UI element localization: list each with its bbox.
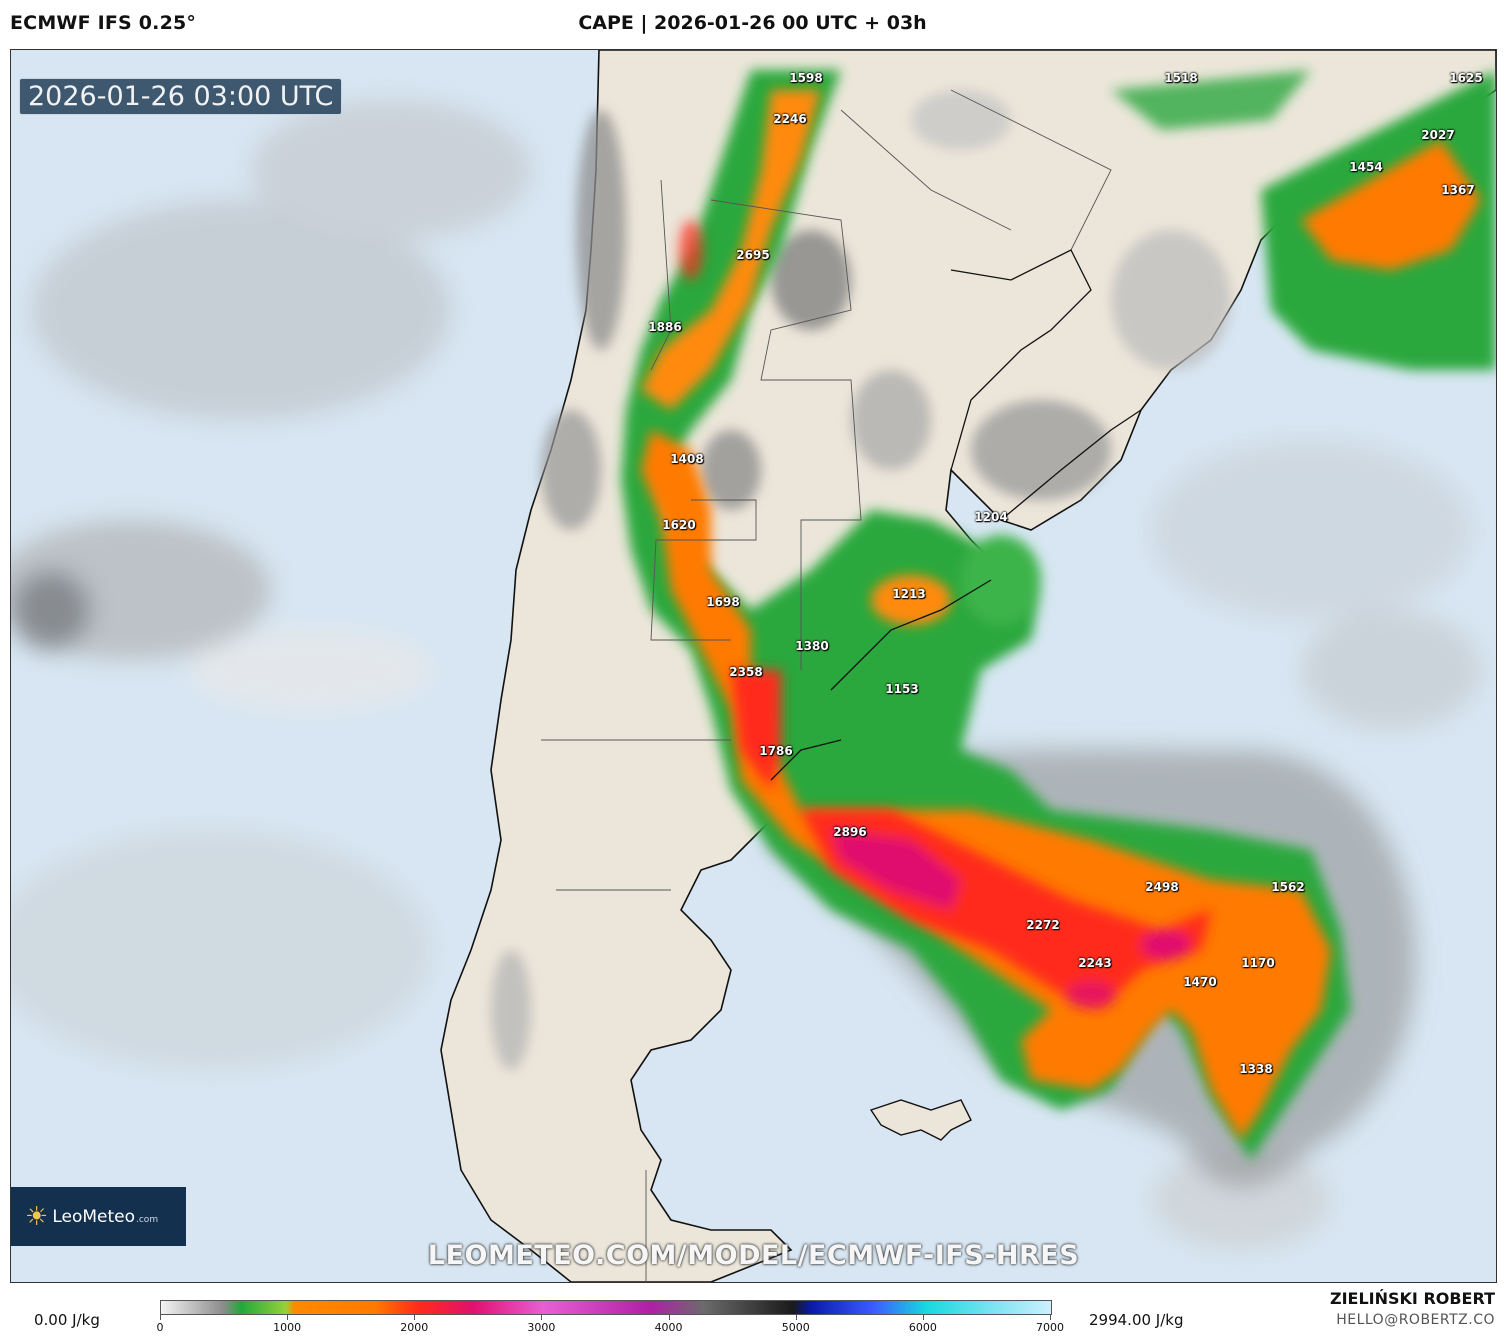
cape-value-label: 1786 — [759, 744, 793, 758]
scale-tick-label: 0 — [156, 1321, 164, 1334]
cape-value-label: 1338 — [1239, 1062, 1273, 1076]
cape-value-label: 1470 — [1183, 975, 1217, 989]
scale-tick — [541, 1314, 543, 1320]
cape-value-label: 1562 — [1271, 880, 1305, 894]
scale-tick-label: 7000 — [1036, 1321, 1064, 1334]
cape-value-label: 2695 — [736, 248, 770, 262]
legend-max-value: 2994.00 J/kg — [1089, 1311, 1184, 1329]
cape-value-label: 2358 — [729, 665, 763, 679]
scale-tick-label: 2000 — [400, 1321, 429, 1334]
source-url-watermark: LEOMETEO.COM/MODEL/ECMWF-IFS-HRES — [427, 1240, 1080, 1271]
scale-tick-label: 1000 — [273, 1321, 302, 1334]
chart-title: CAPE | 2026-01-26 00 UTC + 03h — [578, 12, 927, 34]
cape-value-label: 2243 — [1078, 956, 1112, 970]
scale-tick-label: 5000 — [781, 1321, 810, 1334]
valid-time-badge: 2026-01-26 03:00 UTC — [19, 78, 343, 115]
scale-tick — [922, 1314, 924, 1320]
scale-tick-label: 3000 — [527, 1321, 556, 1334]
legend-min-value: 0.00 J/kg — [34, 1311, 100, 1329]
logo-text: LeoMeteo — [52, 1206, 135, 1227]
scale-tick — [1050, 1314, 1051, 1320]
map-canvas — [11, 50, 1496, 1282]
ocean-clouds — [11, 100, 1481, 1250]
cape-value-label: 2027 — [1421, 128, 1455, 142]
cape-value-label: 1454 — [1349, 160, 1383, 174]
model-name: ECMWF IFS 0.25° — [10, 12, 197, 34]
cape-value-label: 2272 — [1026, 918, 1060, 932]
cape-value-label: 1204 — [974, 510, 1008, 524]
color-scale — [160, 1300, 1052, 1315]
scale-tick — [668, 1314, 670, 1320]
falkland-islands — [869, 1099, 972, 1141]
cape-value-label: 1698 — [706, 595, 740, 609]
scale-tick — [287, 1314, 289, 1320]
map-panel[interactable]: 2026-01-26 03:00 UTC 1598 1518 1625 2246 202… — [10, 49, 1497, 1283]
leometeo-logo[interactable]: ☀ LeoMeteo .com — [11, 1187, 186, 1246]
cape-value-label: 1518 — [1164, 71, 1198, 85]
cape-value-label: 1886 — [648, 320, 682, 334]
cape-value-label: 2896 — [833, 825, 867, 839]
scale-tick — [414, 1314, 416, 1320]
cape-value-label: 2498 — [1145, 880, 1179, 894]
cape-value-label: 1153 — [885, 682, 919, 696]
cape-value-label: 1380 — [795, 639, 829, 653]
cape-value-label: 1367 — [1441, 183, 1475, 197]
scale-tick — [795, 1314, 797, 1320]
author-email[interactable]: HELLO@ROBERTZ.CO — [1336, 1312, 1495, 1328]
sun-icon: ☀ — [25, 1201, 49, 1232]
author-name: ZIELIŃSKI ROBERT — [1329, 1289, 1495, 1308]
cape-value-label: 2246 — [773, 112, 807, 126]
scale-tick-label: 4000 — [654, 1321, 683, 1334]
cape-value-label: 1625 — [1449, 71, 1483, 85]
cape-value-label: 1408 — [670, 452, 704, 466]
scale-tick — [160, 1314, 161, 1320]
cape-value-label: 1213 — [892, 587, 926, 601]
major-borders — [770, 249, 1142, 781]
scale-tick-label: 6000 — [908, 1321, 937, 1334]
cape-value-label: 1598 — [789, 71, 823, 85]
cape-field-high — [679, 220, 1211, 1010]
cape-value-label: 1620 — [662, 518, 696, 532]
borders — [541, 89, 1112, 1282]
cape-value-label: 1170 — [1241, 956, 1275, 970]
logo-suffix: .com — [136, 1214, 159, 1225]
land-clouds — [491, 90, 1231, 1070]
legend-bar: 0.00 J/kg 0 1000 2000 3000 4000 5000 6000 7000 … — [0, 1283, 1505, 1337]
